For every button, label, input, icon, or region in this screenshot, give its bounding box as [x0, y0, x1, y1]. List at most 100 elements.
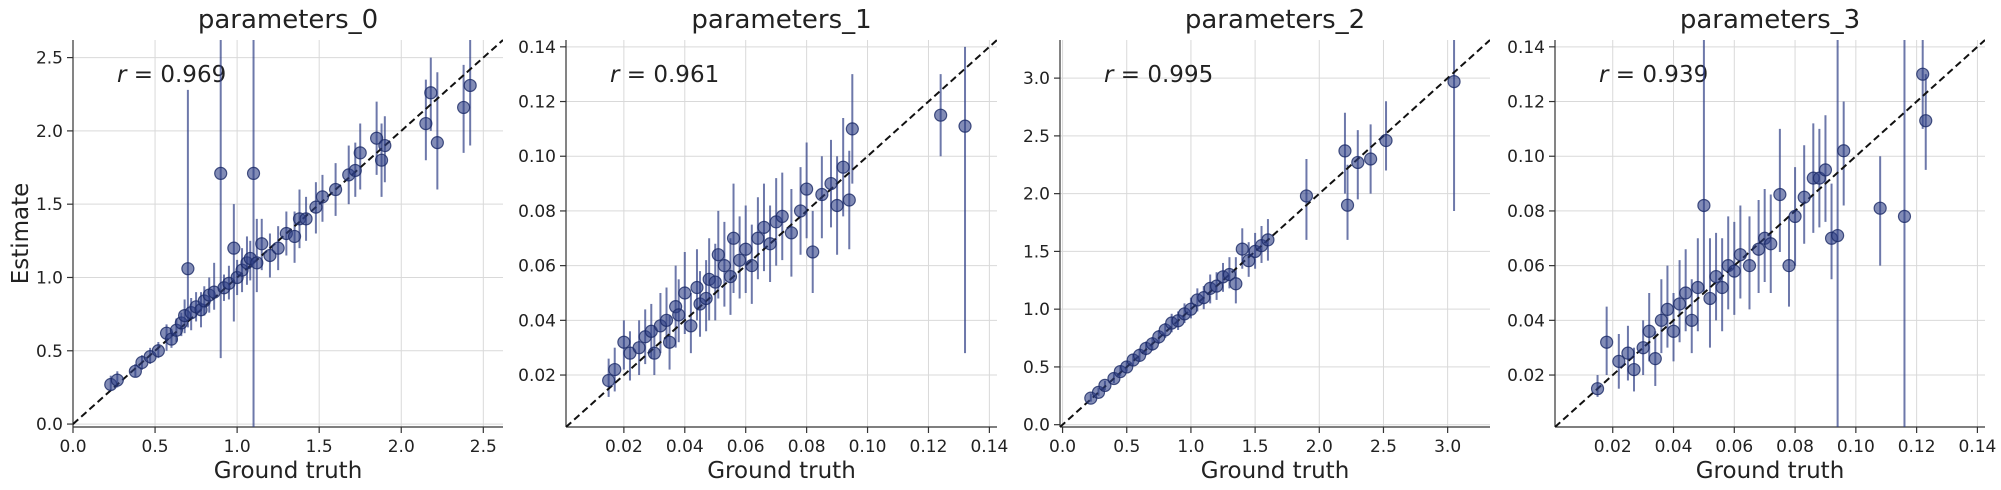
panel-title: parameters_2: [1185, 5, 1365, 35]
data-point: [934, 108, 948, 122]
x-tick-label: 2.5: [470, 437, 497, 457]
x-tick-label: 3.0: [1434, 437, 1461, 457]
data-point: [751, 231, 765, 245]
data-point: [1351, 155, 1365, 170]
data-point: [328, 182, 343, 197]
data-point: [1897, 209, 1912, 224]
data-point: [1672, 297, 1687, 311]
chart-panel-1: 0.02 0.04 0.06 0.08 0.10 0.12 0.14 0.02 0.04 0.06…: [518, 5, 1008, 484]
data-point: [815, 187, 829, 202]
data-point: [227, 241, 241, 255]
data-point: [430, 136, 444, 150]
data-point: [1098, 378, 1112, 393]
data-point: [110, 373, 124, 387]
data-point: [824, 176, 838, 191]
marks-group: [73, 39, 503, 427]
data-point: [1831, 228, 1845, 243]
y-tick-label: 0.14: [518, 38, 556, 58]
data-point: [1612, 354, 1626, 368]
identity-line: [566, 39, 997, 427]
correlation-value: = 0.969: [126, 62, 226, 88]
data-point: [793, 204, 808, 218]
x-tick-label: 0.02: [1594, 437, 1632, 457]
x-tick-label: 1.5: [1242, 437, 1269, 457]
data-point: [745, 259, 759, 273]
identity-line: [1060, 39, 1490, 427]
data-point: [659, 313, 674, 327]
y-tick-label: 0.12: [518, 93, 556, 113]
marks-group: [566, 39, 997, 427]
data-point: [775, 209, 789, 224]
correlation-symbol: r: [117, 62, 128, 88]
data-point: [662, 335, 677, 349]
y-tick-label: 0.06: [518, 257, 556, 277]
data-point: [711, 248, 725, 262]
data-point: [1209, 279, 1224, 293]
data-point: [1364, 152, 1378, 166]
x-tick-label: 0.06: [1715, 437, 1753, 457]
correlation-label: r = 0.995: [1104, 62, 1213, 88]
x-axis-title: Ground truth: [707, 458, 856, 484]
data-point: [128, 364, 142, 378]
correlation-symbol: r: [1599, 62, 1610, 88]
panel-title: parameters_3: [1680, 5, 1860, 35]
x-tick-label: 1.5: [306, 437, 333, 457]
x-tick-label: 0.5: [1113, 437, 1140, 457]
y-tick-label: 3.0: [1023, 69, 1050, 89]
y-tick-label: 0.12: [1507, 93, 1545, 113]
y-tick-label: 0.5: [36, 342, 63, 362]
data-point: [1916, 67, 1930, 81]
y-tick-label: 0.14: [1507, 38, 1545, 58]
data-point: [733, 253, 747, 267]
correlation-symbol: r: [1104, 62, 1115, 88]
y-tick-label: 0.08: [1507, 202, 1545, 222]
y-tick-label: 0.0: [1023, 416, 1050, 436]
data-point: [1685, 313, 1699, 327]
correlation-value: = 0.961: [619, 62, 719, 88]
data-point: [299, 212, 313, 226]
data-point: [1752, 242, 1766, 256]
data-point: [1636, 341, 1650, 355]
data-point: [1340, 198, 1355, 212]
data-point: [717, 259, 731, 273]
data-point: [690, 280, 704, 295]
x-tick-label: 2.5: [1370, 437, 1397, 457]
data-point: [1197, 291, 1211, 305]
data-point: [723, 269, 738, 284]
data-point: [845, 122, 859, 136]
data-point: [255, 237, 269, 251]
x-tick-label: 0.10: [849, 437, 887, 457]
data-point: [602, 373, 616, 388]
y-tick-label: 0.08: [518, 202, 556, 222]
y-tick-label: 0.0: [36, 415, 63, 435]
data-point: [271, 241, 285, 255]
y-tick-label: 2.5: [36, 49, 63, 69]
x-tick-label: 0.12: [910, 437, 948, 457]
x-tick-label: 0.5: [142, 437, 169, 457]
data-point: [763, 237, 777, 251]
panel-title: parameters_0: [198, 5, 378, 35]
x-tick-label: 0.12: [1898, 437, 1936, 457]
data-point: [800, 182, 814, 196]
data-point: [1660, 302, 1675, 316]
y-axis-title: Estimate: [8, 183, 34, 285]
data-point: [263, 248, 277, 263]
data-point: [1773, 187, 1787, 202]
chart-panel-2: 0.0 0.5 1.0 1.5 2.0 2.5 3.0 0.0 0.5 1.0 1.5 2.0 2.5 3…: [1023, 5, 1490, 484]
data-point: [1235, 242, 1249, 256]
y-tick-label: 0.02: [1507, 366, 1545, 386]
data-point: [353, 146, 367, 160]
x-tick-label: 0.04: [666, 437, 704, 457]
y-tick-label: 1.5: [36, 195, 63, 215]
y-tick-label: 0.04: [1507, 311, 1545, 331]
y-tick-label: 0.5: [1023, 358, 1050, 378]
x-tick-label: 0.04: [1655, 437, 1693, 457]
data-point: [1764, 237, 1778, 251]
data-point: [250, 256, 264, 270]
data-point: [309, 200, 323, 214]
data-point: [214, 166, 228, 180]
data-point: [1697, 198, 1711, 213]
correlation-label: r = 0.939: [1599, 62, 1708, 88]
data-point: [1447, 74, 1461, 89]
y-tick-label: 1.5: [1023, 242, 1050, 262]
